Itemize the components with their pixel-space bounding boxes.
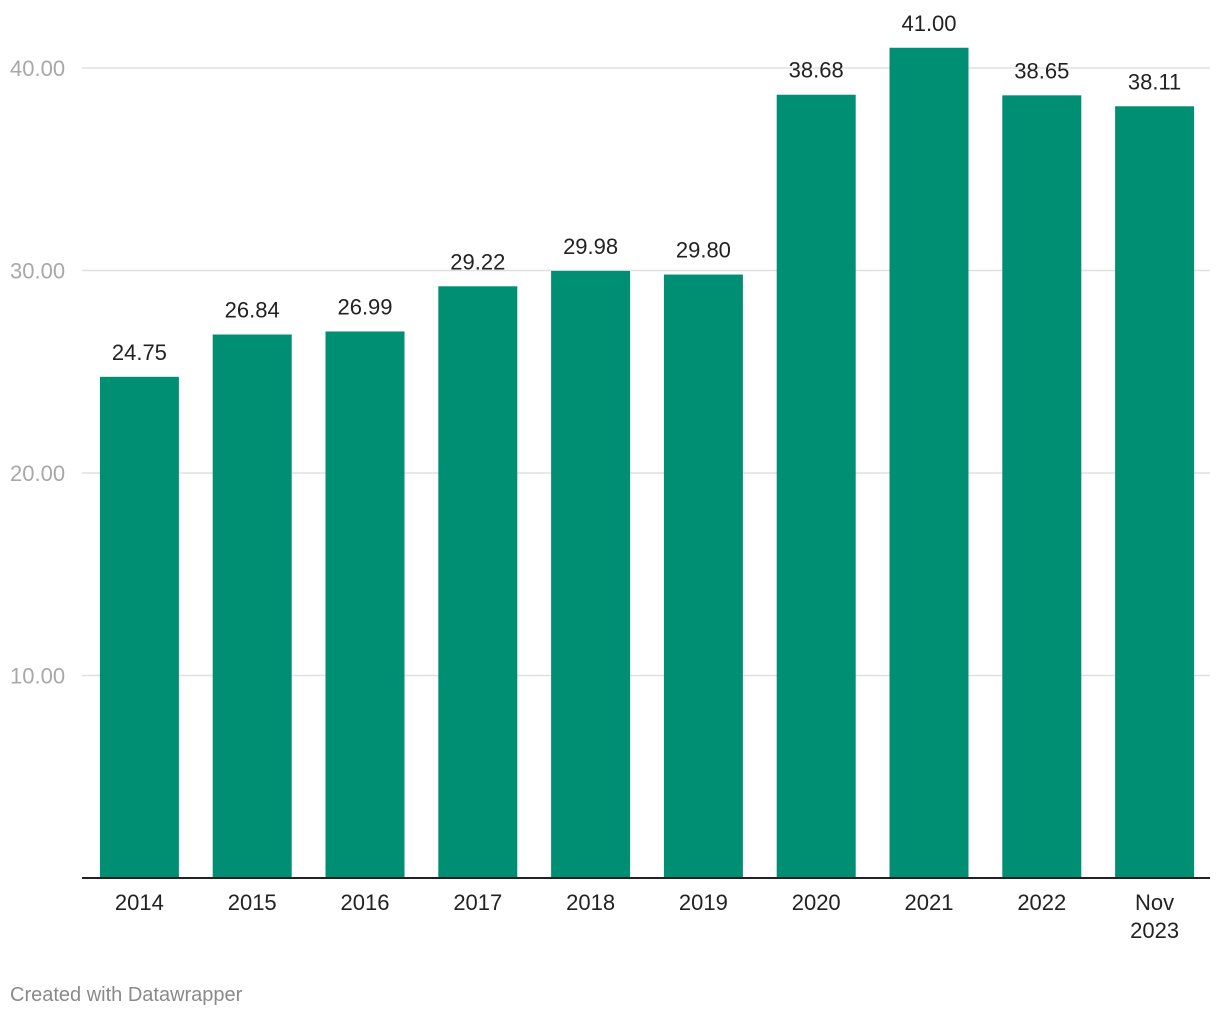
- x-tick-label: 2021: [905, 890, 954, 915]
- bar[interactable]: [212, 334, 292, 878]
- y-tick-label: 20.00: [10, 461, 65, 486]
- x-tick-label: 2015: [228, 890, 277, 915]
- x-tick-label: 2014: [115, 890, 164, 915]
- bar[interactable]: [438, 286, 518, 878]
- x-tick-label: 2017: [453, 890, 502, 915]
- x-tick-label: 2019: [679, 890, 728, 915]
- bar[interactable]: [663, 274, 743, 878]
- bar-value-label: 38.65: [1014, 58, 1069, 83]
- bar[interactable]: [99, 376, 179, 878]
- y-tick-label: 10.00: [10, 664, 65, 689]
- bar-value-label: 26.84: [225, 297, 280, 322]
- x-tick-label: 2022: [1017, 890, 1066, 915]
- bar-value-label: 38.68: [789, 58, 844, 83]
- bar[interactable]: [1115, 106, 1195, 878]
- bar[interactable]: [325, 331, 405, 878]
- bar[interactable]: [889, 47, 969, 878]
- bar[interactable]: [776, 94, 856, 879]
- bar-value-label: 29.80: [676, 238, 731, 263]
- y-tick-label: 40.00: [10, 56, 65, 81]
- bar[interactable]: [1002, 95, 1082, 878]
- bar-value-label: 38.11: [1128, 69, 1181, 94]
- bar-value-label: 29.22: [450, 249, 505, 274]
- bar-value-label: 24.75: [112, 340, 167, 365]
- bar-value-label: 29.98: [563, 234, 618, 259]
- x-tick-label: Nov 2023: [1130, 890, 1179, 943]
- y-tick-label: 30.00: [10, 259, 65, 284]
- bar-value-label: 41.00: [901, 11, 956, 36]
- datawrapper-credit-link[interactable]: Created with Datawrapper: [10, 984, 243, 1006]
- bar[interactable]: [551, 270, 631, 878]
- x-tick-label: 2020: [792, 890, 841, 915]
- x-tick-label: 2016: [341, 890, 390, 915]
- x-tick-label: 2018: [566, 890, 615, 915]
- bar-value-label: 26.99: [337, 294, 392, 319]
